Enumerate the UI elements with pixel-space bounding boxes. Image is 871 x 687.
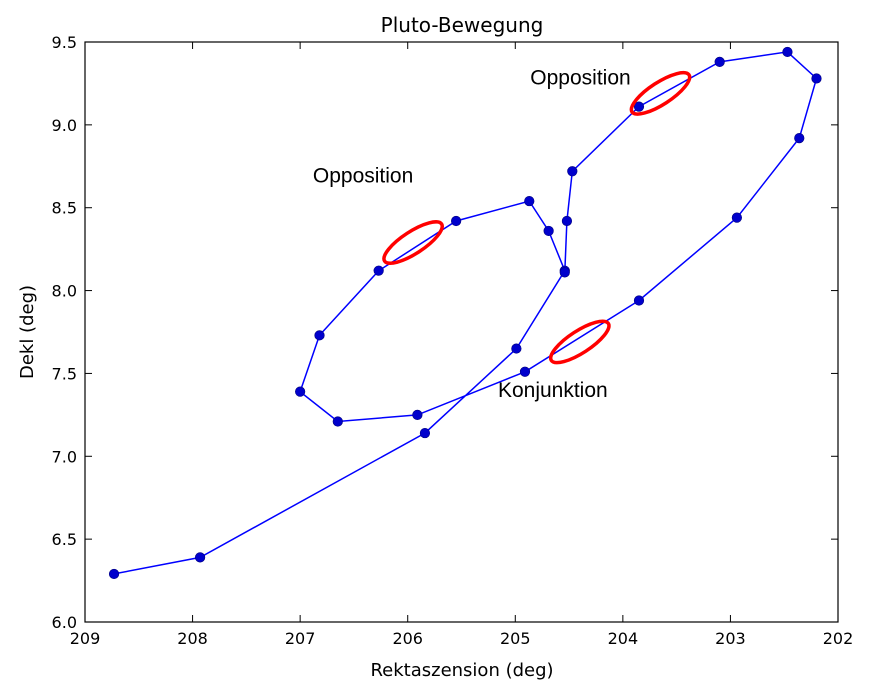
data-point — [519, 366, 531, 377]
x-axis-label: Rektaszension (deg) — [370, 660, 553, 681]
data-point — [567, 166, 578, 177]
data-point — [412, 409, 423, 420]
y-tick-label: 7.0 — [52, 447, 77, 466]
data-point — [794, 133, 805, 144]
data-point — [314, 330, 325, 341]
data-point — [559, 267, 570, 278]
y-tick-label: 6.0 — [52, 613, 77, 632]
x-tick-label: 203 — [715, 629, 746, 648]
y-tick-label: 8.0 — [52, 282, 77, 301]
x-tick-label: 206 — [392, 629, 423, 648]
data-point — [633, 101, 645, 112]
x-tick-label: 209 — [70, 629, 101, 648]
data-point — [373, 265, 384, 276]
data-point — [195, 552, 206, 563]
data-point — [511, 343, 522, 354]
annotation-ellipse — [548, 319, 611, 365]
annotation-label: Opposition — [313, 165, 413, 188]
data-point — [811, 73, 822, 84]
plot-frame — [84, 41, 839, 623]
y-tick-label: 9.5 — [52, 33, 77, 52]
x-tick-label: 207 — [285, 629, 316, 648]
data-point — [633, 295, 645, 306]
data-point — [419, 427, 431, 439]
data-point — [108, 568, 120, 580]
x-tick-label: 202 — [823, 629, 854, 648]
data-point — [524, 195, 535, 207]
axes-layer: 209 208 207 206 205 204 203 202 6.0 6.5 7.0 7.5 8.0 8… — [52, 33, 854, 648]
data-point — [561, 215, 573, 227]
data-point — [543, 225, 554, 237]
x-tick-label: 208 — [177, 629, 208, 648]
series-line — [113, 51, 818, 575]
y-tick-label: 9.0 — [52, 116, 77, 135]
chart-title: Pluto-Bewegung — [381, 13, 544, 37]
x-tick-label: 204 — [608, 629, 639, 648]
annotation-layer: Opposition Opposition Konjunktion — [313, 66, 692, 402]
data-point — [731, 212, 742, 223]
series-layer — [108, 46, 822, 580]
annotation-ellipse — [629, 70, 692, 116]
annotation-label: Konjunktion — [498, 379, 608, 402]
y-tick-label: 6.5 — [52, 530, 77, 549]
annotation-label: Opposition — [530, 66, 630, 89]
annotation-ellipse — [382, 220, 444, 265]
y-axis-label: Dekl (deg) — [17, 285, 38, 379]
data-point — [295, 386, 306, 397]
x-tick-label: 205 — [500, 629, 531, 648]
y-tick-label: 7.5 — [52, 364, 77, 383]
data-point — [451, 215, 462, 227]
data-point — [332, 416, 343, 427]
data-point — [782, 46, 793, 58]
data-point — [714, 56, 725, 67]
y-tick-label: 8.5 — [52, 199, 77, 218]
